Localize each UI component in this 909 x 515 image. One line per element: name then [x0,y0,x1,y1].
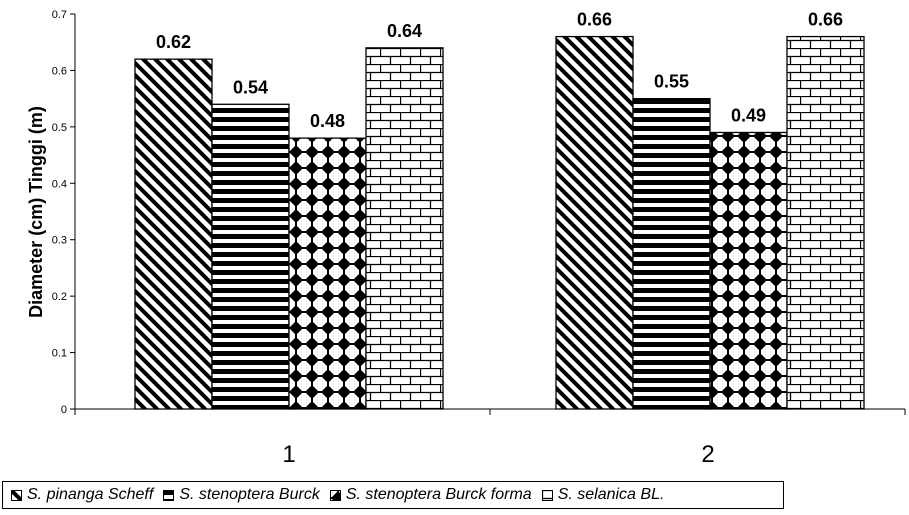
y-tick-label: 0.4 [52,178,67,190]
legend-swatch-horizontal-stripes [163,489,175,501]
x-category-label: 2 [701,441,714,468]
legend-label: S. stenoptera Burck forma [345,486,532,503]
data-label: 0.64 [387,21,422,41]
data-label: 0.62 [156,32,191,52]
y-tick-label: 0.3 [52,235,67,247]
bar-horizontal-stripes-cat-1 [211,103,290,410]
legend-swatch-brick [541,489,553,501]
data-label: 0.66 [808,10,843,30]
legend-item-s-stenoptera: S. stenoptera Burck [163,486,320,504]
legend-swatch-diagonal-stripes [11,489,22,501]
y-tick-label: 0.6 [52,65,67,77]
y-tick-label: 0.2 [52,291,67,303]
data-label: 0.48 [310,111,345,131]
legend-item-s-stenoptera-forma: S. stenoptera Burck forma [329,486,532,504]
x-category-label: 1 [282,441,295,468]
legend-item-s-pinanga: S. pinanga Scheff [11,486,153,504]
data-label: 0.55 [654,72,689,92]
data-label: 0.54 [233,77,268,97]
legend-label: S. pinanga Scheff [27,486,154,503]
legend-item-s-selanica: S. selanica BL. [541,486,665,504]
bar-brick-cat-2 [786,35,865,410]
y-tick-label: 0.5 [52,122,67,134]
legend-label: S. stenoptera Burck [179,486,320,503]
bar-dotted-diamonds-cat-2 [709,131,788,410]
legend-swatch-dotted-diamonds [329,489,341,501]
bar-diagonal-stripes-cat-2 [555,35,634,410]
bar-horizontal-stripes-cat-2 [632,97,711,410]
y-tick-label: 0 [61,404,67,416]
data-label: 0.66 [577,10,612,30]
bar-dotted-diamonds-cat-1 [288,137,367,410]
legend-label: S. selanica BL. [557,486,665,503]
y-tick-label: 0.7 [52,9,67,21]
legend: S. pinanga Scheff S. stenoptera Burck S.… [2,481,784,509]
bar-diagonal-stripes-cat-1 [134,58,213,410]
y-axis-title: Diameter (cm) Tinggi (m) [26,106,46,318]
y-tick-label: 0.1 [52,348,67,360]
bar-brick-cat-1 [365,47,444,410]
data-label: 0.49 [731,106,766,126]
